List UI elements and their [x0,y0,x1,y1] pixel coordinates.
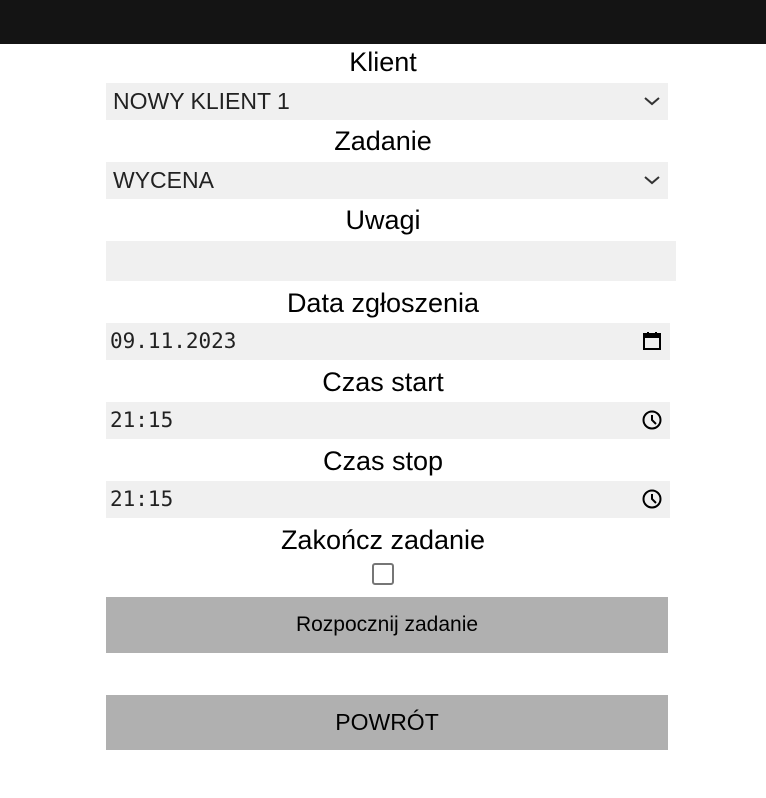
client-select[interactable]: NOWY KLIENT 1 [106,83,668,120]
finish-task-checkbox[interactable] [372,563,394,585]
date-input[interactable]: 09.11.2023 [106,323,670,360]
start-time-value: 21:15 [110,408,174,432]
stop-time-value: 21:15 [110,487,174,511]
client-label: Klient [349,47,417,77]
start-time-input[interactable]: 21:15 [106,402,670,439]
top-bar [0,0,766,44]
start-task-button[interactable]: Rozpocznij zadanie [106,597,668,653]
task-select-value: WYCENA [113,167,214,193]
chevron-down-icon [644,176,660,185]
notes-label: Uwagi [345,205,421,235]
date-label: Data zgłoszenia [286,288,480,318]
clock-icon[interactable] [642,489,662,509]
stop-time-label: Czas stop [322,446,444,476]
start-time-label: Czas start [322,367,444,397]
date-value: 09.11.2023 [110,329,237,353]
clock-icon[interactable] [642,410,662,430]
notes-input[interactable] [106,241,676,281]
calendar-icon[interactable] [642,331,662,351]
finish-task-label: Zakończ zadanie [280,525,486,555]
back-button[interactable]: POWRÓT [106,695,668,750]
task-label: Zadanie [334,126,432,156]
chevron-down-icon [644,97,660,106]
stop-time-input[interactable]: 21:15 [106,481,670,518]
task-select[interactable]: WYCENA [106,162,668,199]
client-select-value: NOWY KLIENT 1 [113,88,290,114]
